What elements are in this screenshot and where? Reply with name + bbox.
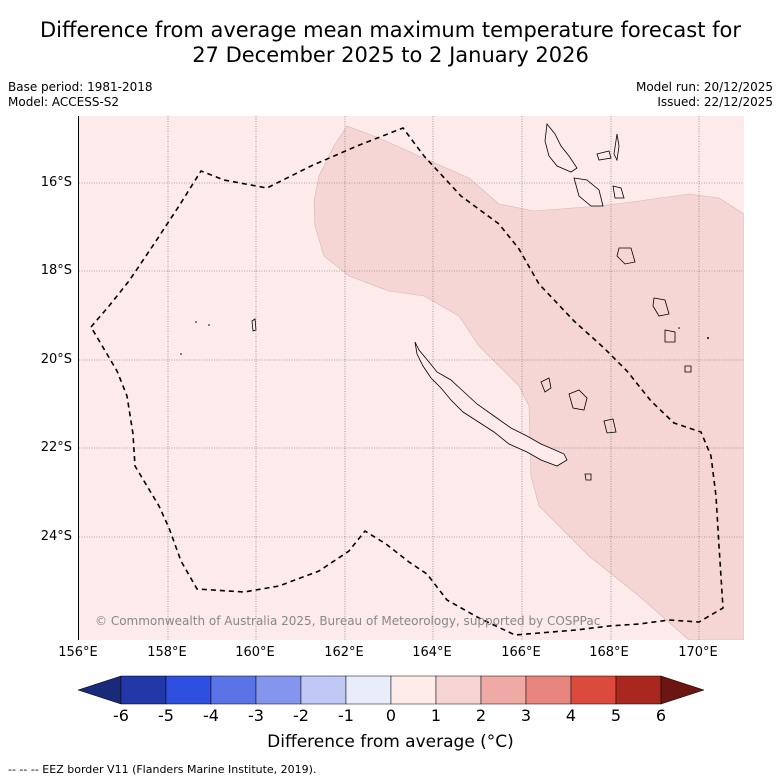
colorbar-segment bbox=[210, 675, 257, 705]
vanuatu-tanna bbox=[664, 329, 676, 343]
colorbar-segment bbox=[570, 675, 617, 705]
lon-label-160e: 160°E bbox=[235, 645, 275, 660]
title-line-2: 27 December 2025 to 2 January 2026 bbox=[192, 43, 589, 67]
loyalty-island-3 bbox=[603, 418, 617, 434]
gridlines bbox=[79, 116, 744, 640]
colorbar-tick-label: -1 bbox=[338, 706, 354, 725]
issued-date: Issued: 22/12/2025 bbox=[657, 95, 773, 109]
meta-right: Model run: 20/12/2025 Issued: 22/12/2025 bbox=[636, 80, 773, 110]
walpole-island bbox=[584, 473, 592, 481]
colorbar-segment bbox=[435, 675, 482, 705]
lat-label-16s: 16°S bbox=[40, 175, 72, 190]
title-line-1: Difference from average mean maximum tem… bbox=[40, 18, 741, 42]
lon-label-170e: 170°E bbox=[678, 645, 718, 660]
colorbar-segment bbox=[615, 675, 662, 705]
chart-title: Difference from average mean maximum tem… bbox=[0, 18, 781, 68]
meta-left: Base period: 1981-2018 Model: ACCESS-S2 bbox=[8, 80, 153, 110]
colorbar-segment bbox=[120, 675, 167, 705]
vanuatu-maewo bbox=[613, 133, 620, 162]
lat-label-20s: 20°S bbox=[40, 352, 72, 367]
model-run: Model run: 20/12/2025 bbox=[635, 80, 773, 94]
colorbar-label: Difference from average (°C) bbox=[267, 732, 514, 752]
lon-label-168e: 168°E bbox=[589, 645, 629, 660]
vanuatu-aneityum bbox=[684, 365, 692, 373]
vanuatu-espiritu-santo bbox=[544, 123, 578, 173]
colorbar bbox=[78, 675, 705, 705]
lon-label-166e: 166°E bbox=[501, 645, 541, 660]
reef-islet-1 bbox=[195, 321, 197, 323]
chesterfield-island bbox=[251, 318, 257, 332]
colorbar-extend-low bbox=[78, 675, 122, 705]
colorbar-segment bbox=[300, 675, 347, 705]
lon-label-162e: 162°E bbox=[324, 645, 364, 660]
colorbar-extend-high bbox=[660, 675, 705, 705]
colorbar-tick-label: 4 bbox=[565, 706, 577, 725]
colorbar-segment bbox=[165, 675, 212, 705]
vanuatu-efate bbox=[616, 247, 636, 265]
colorbar-tick-label: -6 bbox=[113, 706, 129, 725]
colorbar-tick-label: -5 bbox=[158, 706, 174, 725]
colorbar-segment bbox=[480, 675, 527, 705]
colorbar-tick-label: -4 bbox=[203, 706, 219, 725]
lat-label-24s: 24°S bbox=[40, 529, 72, 544]
vanuatu-ambrym bbox=[612, 185, 625, 199]
reef-islet-4 bbox=[707, 337, 709, 339]
colorbar-tick-label: 5 bbox=[610, 706, 622, 725]
colorbar-tick-label: -2 bbox=[293, 706, 309, 725]
lon-label-164e: 164°E bbox=[412, 645, 452, 660]
lat-label-18s: 18°S bbox=[40, 263, 72, 278]
lon-label-158e: 158°E bbox=[147, 645, 187, 660]
colorbar-tick-label: 1 bbox=[430, 706, 442, 725]
new-caledonia-island bbox=[414, 341, 568, 467]
vanuatu-malakula bbox=[573, 177, 604, 207]
anomaly-1-to-2-region bbox=[313, 125, 745, 641]
map-svg bbox=[79, 116, 745, 641]
colorbar-tick-label: 2 bbox=[475, 706, 487, 725]
colorbar-segment bbox=[525, 675, 572, 705]
colorbar-segment bbox=[390, 675, 437, 705]
copyright-notice: © Commonwealth of Australia 2025, Bureau… bbox=[95, 614, 601, 628]
colorbar-tick-label: -3 bbox=[248, 706, 264, 725]
eez-border bbox=[90, 127, 724, 636]
loyalty-island-2 bbox=[568, 389, 588, 411]
lat-label-22s: 22°S bbox=[40, 440, 72, 455]
lon-label-156e: 156°E bbox=[58, 645, 98, 660]
model-name: Model: ACCESS-S2 bbox=[8, 95, 120, 109]
loyalty-island-1 bbox=[540, 377, 552, 393]
reef-islet-5 bbox=[678, 327, 680, 329]
vanuatu-ambae bbox=[596, 150, 612, 161]
colorbar-segment bbox=[255, 675, 302, 705]
colorbar-segment bbox=[345, 675, 392, 705]
map-area bbox=[78, 116, 745, 641]
colorbar-tick-label: 3 bbox=[520, 706, 532, 725]
colorbar-tick-label: 0 bbox=[385, 706, 397, 725]
reef-islet-3 bbox=[180, 353, 182, 355]
colorbar-tick-label: 6 bbox=[655, 706, 667, 725]
eez-footer-note: -- -- -- EEZ border V11 (Flanders Marine… bbox=[8, 763, 317, 776]
base-period: Base period: 1981-2018 bbox=[8, 80, 153, 94]
reef-islet-2 bbox=[208, 324, 210, 326]
vanuatu-erromango bbox=[652, 297, 670, 317]
